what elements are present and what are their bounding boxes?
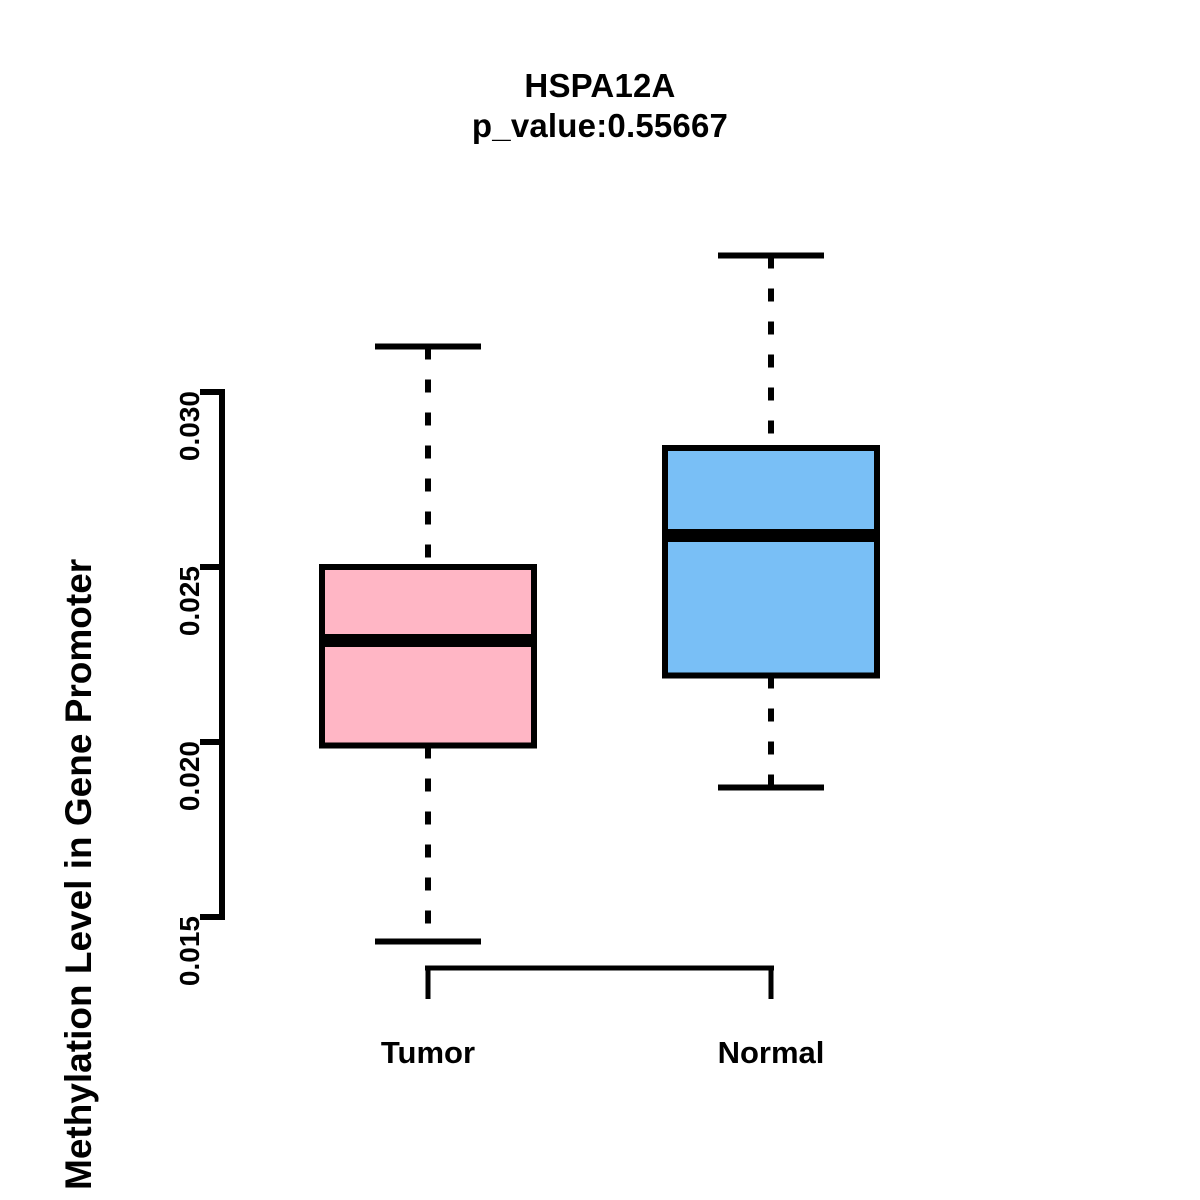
chart-subtitle-pvalue: p_value:0.55667 xyxy=(471,107,729,145)
title-block: HSPA12A p_value:0.55667 xyxy=(0,66,1200,147)
x-axis-bracket xyxy=(425,965,774,999)
box-group xyxy=(319,252,880,945)
box-iqr-rect xyxy=(662,445,880,679)
box-normal xyxy=(662,252,880,791)
box-iqr-rect xyxy=(319,564,537,749)
x-axis-category-label-normal: Normal xyxy=(717,1035,825,1070)
y-axis xyxy=(200,389,225,920)
page-title: HSPA12A xyxy=(524,67,676,104)
x-axis-category-label-tumor: Tumor xyxy=(380,1035,476,1070)
box-tumor xyxy=(319,343,537,945)
